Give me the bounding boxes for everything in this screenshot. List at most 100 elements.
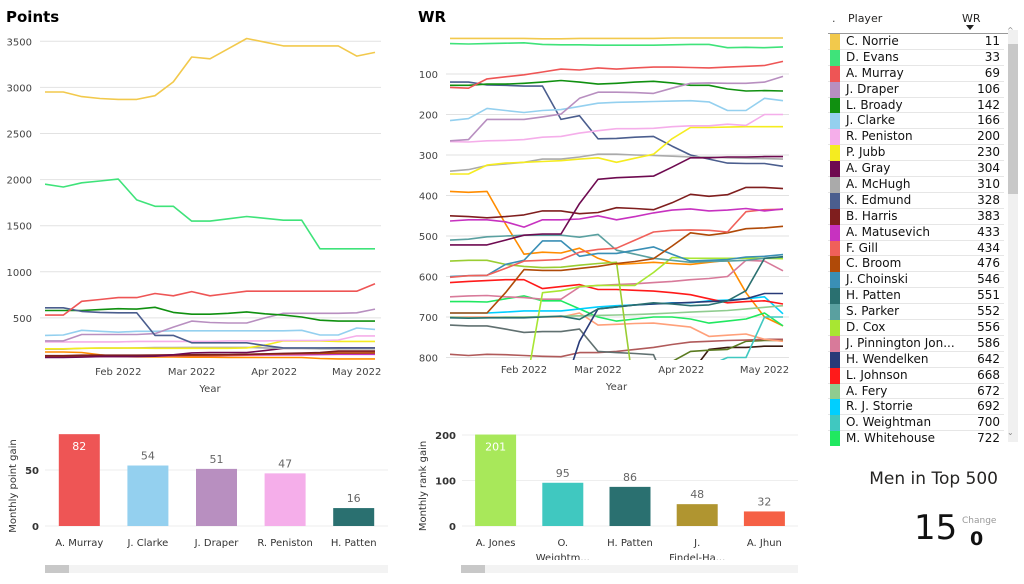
series-line-l-johnson[interactable] [450, 278, 784, 305]
table-row[interactable]: R. J. Storrie 692 [828, 399, 1004, 416]
player-wr: 200 [977, 129, 1000, 144]
color-swatch [830, 415, 840, 432]
table-row[interactable]: J. Pinnington Jon... 586 [828, 335, 1004, 352]
series-line-o-weightman[interactable] [450, 316, 783, 398]
wr-column-header[interactable]: WR [962, 12, 981, 25]
kpi-value: 15 [914, 508, 958, 548]
series-line-p-jubb[interactable] [450, 125, 783, 175]
series-line-k-edmund[interactable] [450, 81, 784, 168]
series-line-gray-teal[interactable] [450, 324, 783, 398]
player-wr: 692 [977, 399, 1000, 414]
player-wr: 142 [977, 97, 1000, 112]
bar-h-patten[interactable] [333, 508, 375, 526]
table-row[interactable]: H. Patten 551 [828, 288, 1004, 305]
rank-gain-scrollbar[interactable] [461, 565, 798, 573]
point-gain-scrollbar[interactable] [45, 565, 388, 573]
table-row[interactable]: R. Peniston 200 [828, 129, 1004, 146]
table-row[interactable]: D. Evans 33 [828, 49, 1004, 66]
series-line-d-evans[interactable] [45, 178, 375, 250]
series-line-a-matusevich[interactable] [450, 207, 784, 228]
table-row[interactable]: F. Gill 434 [828, 240, 1004, 257]
bar-j-findel-ha-[interactable] [676, 504, 718, 526]
series-line-l-broady[interactable] [450, 79, 784, 92]
table-row[interactable]: C. Broom 476 [828, 256, 1004, 273]
series-line-s-parker[interactable] [450, 233, 784, 264]
bar-j-clarke[interactable] [127, 465, 169, 526]
series-line-rosewood[interactable] [450, 338, 783, 358]
table-row[interactable]: P. Jubb 230 [828, 145, 1004, 162]
series-line-b-harris[interactable] [45, 350, 375, 357]
table-row[interactable]: B. Harris 383 [828, 208, 1004, 225]
player-name: C. Norrie [846, 34, 899, 48]
y-tick-label: 300 [419, 151, 438, 162]
series-line-c-broom[interactable] [450, 225, 784, 314]
wr-chart-title: WR [418, 8, 447, 26]
series-line-j-draper[interactable] [45, 308, 376, 342]
series-line-dark-brown[interactable] [450, 345, 783, 398]
bar-data-label: 82 [72, 440, 86, 453]
scroll-down-icon[interactable]: ⌄ [1007, 428, 1014, 437]
table-row[interactable]: L. Broady 142 [828, 97, 1004, 114]
bar-h-patten[interactable] [609, 486, 651, 526]
table-row[interactable]: A. Matusevich 433 [828, 224, 1004, 241]
series-line-j-clarke[interactable] [450, 97, 784, 122]
table-row[interactable]: H. Wendelken 642 [828, 351, 1004, 368]
table-row[interactable]: J. Draper 106 [828, 81, 1004, 98]
series-line-c-norrie[interactable] [450, 37, 783, 40]
series-line-c-norrie[interactable] [45, 37, 376, 101]
table-scroll-thumb[interactable] [1008, 44, 1018, 194]
table-row[interactable]: K. Edmund 328 [828, 192, 1004, 209]
color-column-header[interactable]: . [832, 12, 836, 25]
table-row[interactable]: C. Norrie 11 [828, 34, 1004, 50]
series-line-olive[interactable] [450, 339, 783, 399]
bar-a-jones[interactable] [475, 434, 517, 526]
bar-r-peniston[interactable] [264, 473, 306, 526]
series-line-d-cox[interactable] [450, 256, 784, 399]
table-row[interactable]: A. Fery 672 [828, 383, 1004, 400]
point-gain-scroll-thumb[interactable] [45, 565, 69, 573]
series-line-l-broady[interactable] [45, 306, 375, 322]
table-row[interactable]: M. Whitehouse 722 [828, 431, 1004, 446]
table-row[interactable]: J. Clarke 166 [828, 113, 1004, 130]
color-swatch [830, 335, 840, 352]
series-line-j-choinski[interactable] [450, 240, 784, 278]
player-name: H. Patten [846, 288, 901, 303]
bar-a-murray[interactable] [58, 434, 100, 526]
table-row[interactable]: L. Johnson 668 [828, 367, 1004, 384]
table-row[interactable]: A. Gray 304 [828, 161, 1004, 178]
table-row[interactable]: J. Choinski 546 [828, 272, 1004, 289]
series-line-j-draper[interactable] [450, 75, 784, 142]
x-category-label: H. Patten [607, 538, 653, 549]
table-row[interactable]: A. McHugh 310 [828, 177, 1004, 193]
table-row[interactable]: S. Parker 552 [828, 304, 1004, 321]
series-line-k-edmund[interactable] [45, 306, 375, 349]
table-row[interactable]: A. Murray 69 [828, 65, 1004, 82]
player-name: P. Jubb [846, 145, 886, 160]
player-wr: 586 [977, 335, 1000, 350]
bar-o-weightm-[interactable] [542, 482, 584, 526]
table-scrollbar[interactable] [1008, 30, 1018, 442]
series-line-f-gill[interactable] [450, 208, 784, 279]
series-line-b-harris[interactable] [450, 186, 784, 219]
bar-j-draper[interactable] [196, 468, 237, 526]
y-tick-label: 400 [419, 192, 438, 203]
color-swatch [830, 399, 840, 416]
player-column-header[interactable]: Player [848, 12, 883, 25]
series-line-h-patten[interactable] [450, 255, 784, 321]
bar-a-jhun[interactable] [743, 511, 785, 526]
series-line-a-murray[interactable] [450, 60, 784, 90]
series-line-a-jones[interactable] [450, 259, 783, 398]
series-line-r-peniston[interactable] [45, 335, 375, 343]
table-row[interactable]: D. Cox 556 [828, 320, 1004, 336]
series-line-r-peniston[interactable] [450, 113, 783, 143]
table-row[interactable]: O. Weightman 700 [828, 415, 1004, 432]
rank-gain-scroll-thumb[interactable] [461, 565, 485, 573]
series-line-d-evans[interactable] [450, 42, 784, 49]
series-line-a-gray[interactable] [450, 155, 783, 246]
player-name: J. Clarke [846, 113, 896, 128]
series-line-a-murray[interactable] [45, 283, 376, 316]
x-axis-label: Year [198, 384, 221, 395]
sort-descending-icon[interactable] [966, 25, 974, 30]
series-line-m-whitehouse[interactable] [450, 295, 784, 327]
series-line-j-clarke[interactable] [45, 327, 376, 337]
